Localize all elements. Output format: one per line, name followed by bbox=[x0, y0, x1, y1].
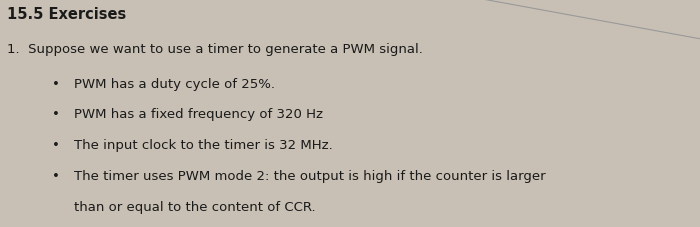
Text: PWM has a duty cycle of 25%.: PWM has a duty cycle of 25%. bbox=[74, 77, 274, 90]
Text: •: • bbox=[52, 77, 60, 90]
Text: PWM has a fixed frequency of 320 Hz: PWM has a fixed frequency of 320 Hz bbox=[74, 108, 323, 121]
Text: 1.  Suppose we want to use a timer to generate a PWM signal.: 1. Suppose we want to use a timer to gen… bbox=[7, 43, 423, 56]
Text: The input clock to the timer is 32 MHz.: The input clock to the timer is 32 MHz. bbox=[74, 138, 332, 151]
Text: •: • bbox=[52, 169, 60, 182]
Text: The timer uses PWM mode 2: the output is high if the counter is larger: The timer uses PWM mode 2: the output is… bbox=[74, 169, 545, 182]
Text: 15.5 Exercises: 15.5 Exercises bbox=[7, 7, 126, 22]
Text: •: • bbox=[52, 108, 60, 121]
Text: than or equal to the content of CCR.: than or equal to the content of CCR. bbox=[74, 200, 315, 213]
Text: •: • bbox=[52, 138, 60, 151]
